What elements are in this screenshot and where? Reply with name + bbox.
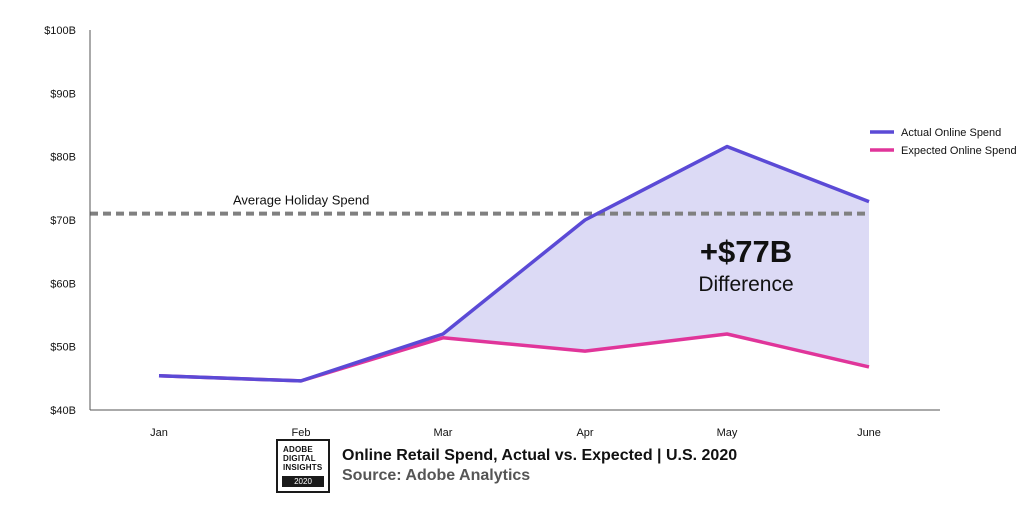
x-tick-label: Feb (292, 427, 311, 439)
footer-text: Online Retail Spend, Actual vs. Expected… (342, 446, 737, 486)
x-tick-label: May (717, 427, 738, 439)
chart-title: Online Retail Spend, Actual vs. Expected… (342, 447, 738, 464)
adobe-digital-insights-logo: ADOBE DIGITAL INSIGHTS 2020 (276, 439, 330, 493)
x-tick-label: Mar (434, 427, 453, 439)
footer: ADOBE DIGITAL INSIGHTS 2020 Online Retai… (276, 436, 737, 496)
y-tick-label: $100B (44, 25, 76, 37)
average-holiday-spend-label: Average Holiday Spend (233, 193, 369, 208)
legend-label: Expected Online Spend (901, 145, 1017, 157)
axes: $40B $50B $60B $70B $80B $90B $100B Jan Feb Mar Ap… (44, 25, 940, 439)
difference-label: Difference (698, 273, 793, 296)
x-tick-label: Jan (150, 427, 168, 439)
y-tick-label: $40B (50, 405, 76, 417)
series-lines (158, 144, 870, 383)
difference-area (443, 146, 869, 367)
y-tick-label: $50B (50, 342, 76, 354)
y-tick-label: $70B (50, 215, 76, 227)
logo-text: ADOBE DIGITAL INSIGHTS (283, 445, 323, 472)
actual-online-spend-line (158, 144, 870, 383)
y-tick-label: $60B (50, 278, 76, 290)
logo-year: 2020 (282, 476, 324, 487)
reference-line-layer: Average Holiday Spend (90, 193, 868, 216)
y-tick-label: $90B (50, 88, 76, 100)
legend-label: Actual Online Spend (901, 127, 1001, 139)
difference-area-layer (443, 146, 869, 367)
difference-value: +$77B (700, 234, 792, 269)
x-tick-label: June (857, 427, 881, 439)
chart-source: Source: Adobe Analytics (342, 467, 531, 484)
annotation-layer: +$77B Difference (698, 234, 793, 296)
legend: Actual Online Spend Expected Online Spend (870, 127, 1017, 157)
y-tick-label: $80B (50, 152, 76, 164)
x-tick-label: Apr (576, 427, 593, 439)
